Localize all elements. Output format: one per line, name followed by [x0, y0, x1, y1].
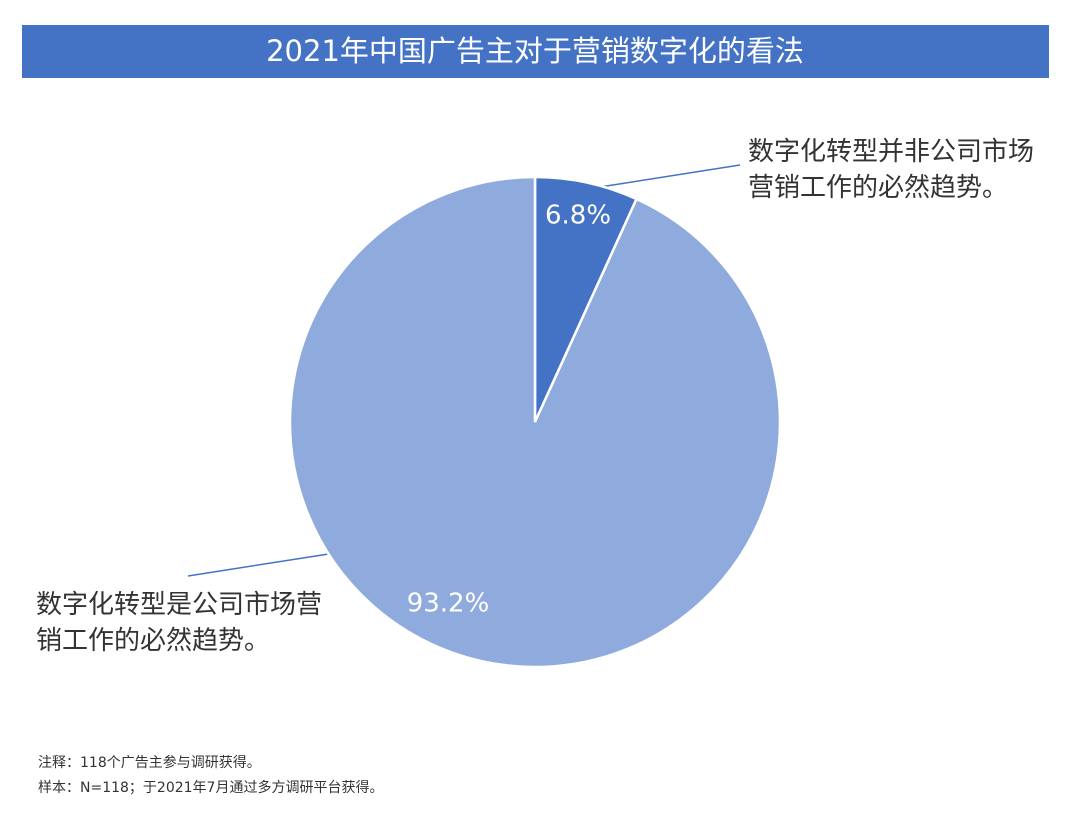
pie-slice [288, 175, 782, 669]
title-bar [22, 25, 1049, 78]
chart-title: 2021年中国广告主对于营销数字化的看法 [266, 34, 804, 68]
data-label: 6.8% [545, 201, 611, 231]
leader-line [187, 552, 336, 577]
data-label: 93.2% [407, 589, 490, 619]
pie-slice [533, 175, 639, 423]
leader-line [599, 164, 741, 188]
category-label: 数字化转型是公司市场营销工作的必然趋势。 [36, 590, 323, 656]
note: 样本：N=118；于2021年7月通过多方调研平台获得。 [38, 780, 384, 796]
note: 注释：118个广告主参与调研获得。 [38, 755, 261, 771]
category-label: 数字化转型并非公司市场营销工作的必然趋势。 [748, 137, 1035, 203]
